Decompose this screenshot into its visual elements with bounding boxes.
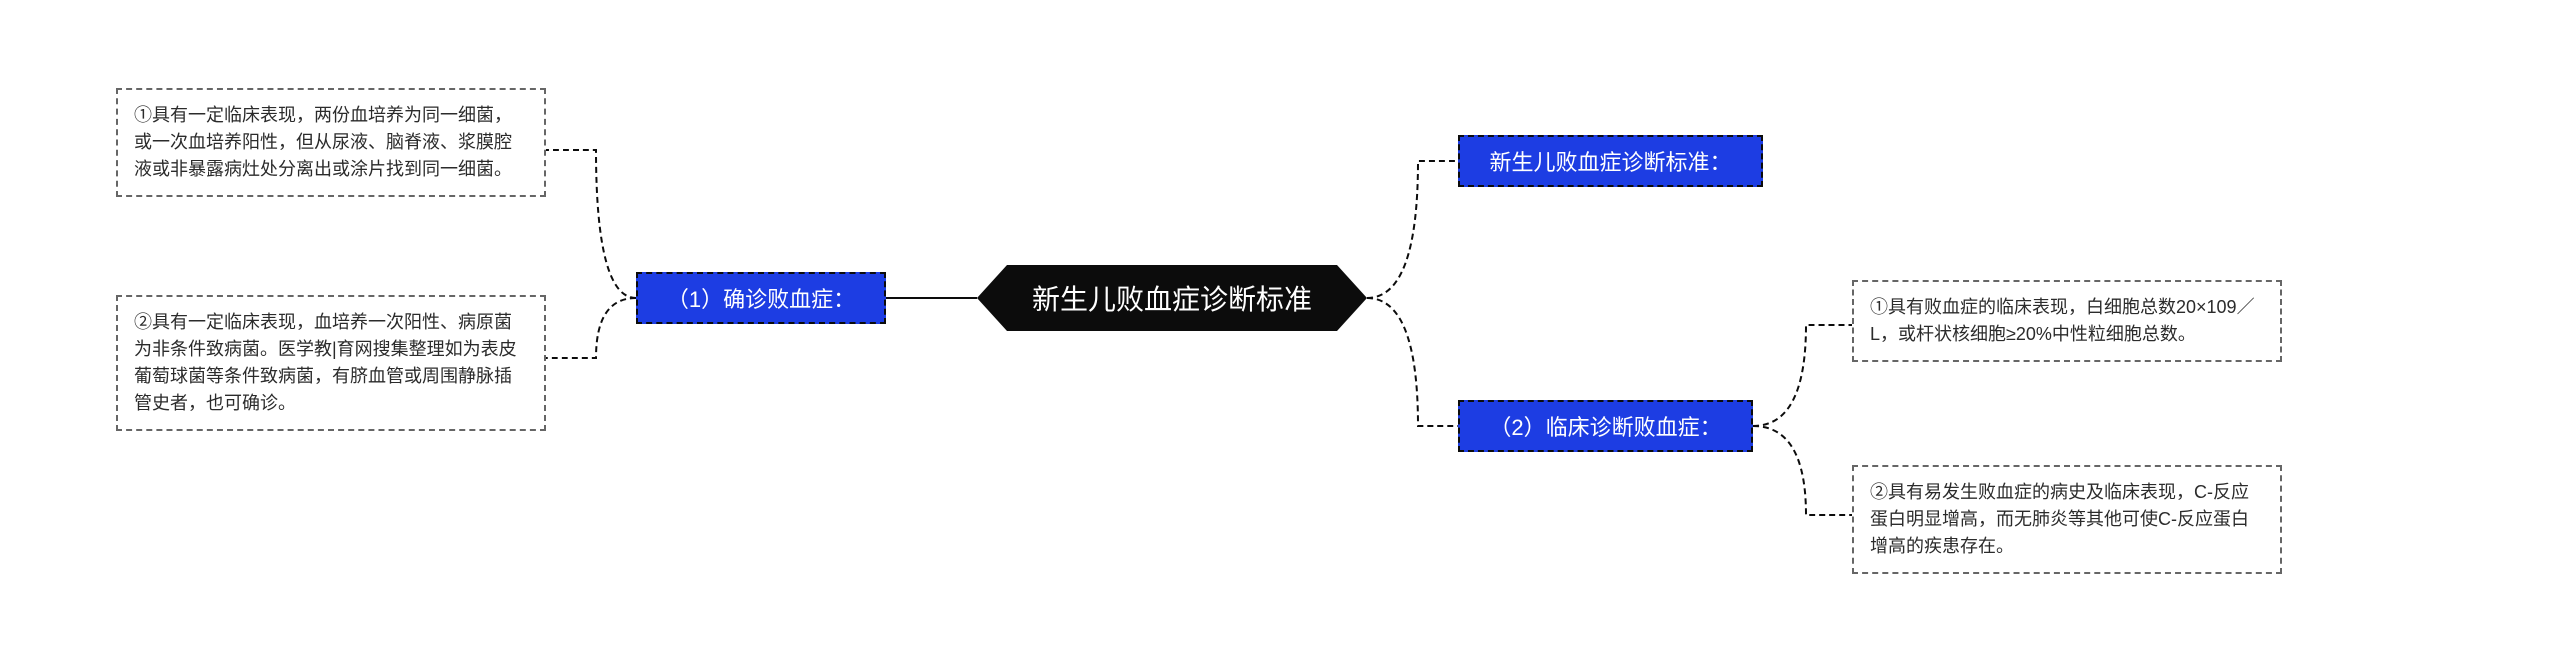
root-node: 新生儿败血症诊断标准 xyxy=(977,265,1367,331)
right-leaf-1-text: ①具有败血症的临床表现，白细胞总数20×109／L，或杆状核细胞≥20%中性粒细… xyxy=(1870,297,2255,344)
left-leaf-1-text: ①具有一定临床表现，两份血培养为同一细菌，或一次血培养阳性，但从尿液、脑脊液、浆… xyxy=(134,105,512,179)
right-branch-1-text: 新生儿败血症诊断标准： xyxy=(1489,145,1731,177)
right-branch-1-label: 新生儿败血症诊断标准： xyxy=(1458,135,1763,187)
right-leaf-1: ①具有败血症的临床表现，白细胞总数20×109／L，或杆状核细胞≥20%中性粒细… xyxy=(1852,280,2282,362)
root-text: 新生儿败血症诊断标准 xyxy=(1032,278,1312,318)
right-branch-2-text: （2）临床诊断败血症： xyxy=(1489,410,1721,442)
right-branch-2-label: （2）临床诊断败血症： xyxy=(1458,400,1753,452)
left-leaf-2-text: ②具有一定临床表现，血培养一次阳性、病原菌为非条件致病菌。医学教|育网搜集整理如… xyxy=(134,312,517,413)
right-leaf-2-text: ②具有易发生败血症的病史及临床表现，C-反应蛋白明显增高，而无肺炎等其他可使C-… xyxy=(1870,482,2249,556)
left-branch-label: （1）确诊败血症： xyxy=(636,272,886,324)
left-leaf-2: ②具有一定临床表现，血培养一次阳性、病原菌为非条件致病菌。医学教|育网搜集整理如… xyxy=(116,295,546,431)
right-leaf-2: ②具有易发生败血症的病史及临床表现，C-反应蛋白明显增高，而无肺炎等其他可使C-… xyxy=(1852,465,2282,574)
left-leaf-1: ①具有一定临床表现，两份血培养为同一细菌，或一次血培养阳性，但从尿液、脑脊液、浆… xyxy=(116,88,546,197)
left-branch-text: （1）确诊败血症： xyxy=(667,282,855,314)
